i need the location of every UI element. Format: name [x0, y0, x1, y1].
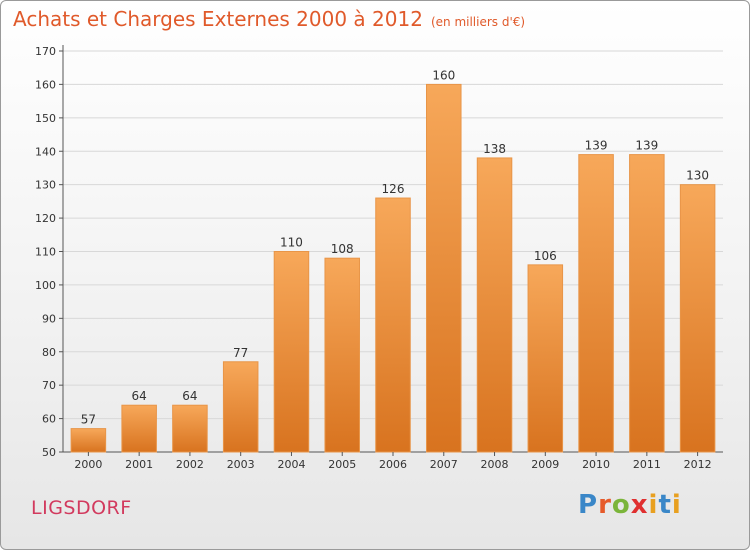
x-tick-label: 2012	[684, 458, 712, 471]
chart-title-text: Achats et Charges Externes 2000 à 2012	[13, 7, 423, 31]
bar	[476, 157, 513, 453]
y-tick-label: 120	[35, 212, 56, 225]
bar-value-label: 57	[81, 413, 96, 427]
bar	[578, 154, 614, 453]
x-tick-label: 2011	[633, 458, 661, 471]
logo-letter: t	[658, 490, 672, 520]
chart-unit: (en milliers d'€)	[430, 15, 526, 29]
y-tick-label: 80	[42, 346, 56, 359]
y-tick-label: 50	[42, 446, 56, 459]
bar	[324, 257, 360, 453]
bar-value-label: 138	[483, 142, 506, 156]
bar-value-label: 108	[331, 242, 354, 256]
y-tick-label: 130	[35, 179, 56, 192]
bar-value-label: 139	[635, 139, 658, 153]
bar	[70, 428, 107, 453]
x-tick-label: 2002	[176, 458, 204, 471]
y-tick-label: 60	[42, 413, 56, 426]
bar	[222, 361, 259, 453]
y-tick-label: 170	[35, 45, 56, 58]
logo-letter: x	[630, 490, 649, 520]
logo-letter: r	[598, 490, 612, 520]
logo-letter: i	[671, 490, 682, 520]
bar	[527, 264, 564, 453]
x-tick-label: 2000	[74, 458, 102, 471]
y-tick-label: 110	[35, 246, 56, 259]
bar-value-label: 106	[534, 249, 557, 263]
bar-value-label: 160	[432, 68, 455, 82]
bar-value-label: 110	[280, 236, 303, 250]
logo-letter: o	[611, 490, 631, 520]
bar-value-label: 139	[585, 139, 608, 153]
bar-value-label: 64	[132, 389, 147, 403]
proxiti-logo: Proxiti	[578, 490, 682, 520]
x-tick-label: 2006	[379, 458, 407, 471]
x-tick-label: 2004	[277, 458, 305, 471]
bar	[426, 83, 462, 453]
bar	[679, 184, 716, 453]
x-tick-label: 2001	[125, 458, 153, 471]
x-tick-label: 2003	[227, 458, 255, 471]
y-tick-label: 70	[42, 379, 56, 392]
bar-value-label: 130	[686, 169, 709, 183]
chart-title: Achats et Charges Externes 2000 à 2012 (e…	[13, 7, 525, 31]
logo-letter: i	[648, 490, 659, 520]
y-tick-label: 140	[35, 145, 56, 158]
bar	[629, 154, 665, 453]
logo-letter: P	[578, 490, 599, 520]
bar	[172, 404, 208, 453]
y-tick-label: 150	[35, 112, 56, 125]
x-tick-label: 2010	[582, 458, 610, 471]
y-tick-label: 160	[35, 78, 56, 91]
bar	[375, 197, 411, 453]
x-tick-label: 2005	[328, 458, 356, 471]
bar-value-label: 64	[182, 389, 197, 403]
bar-value-label: 126	[382, 182, 405, 196]
bar-value-label: 77	[233, 346, 248, 360]
y-tick-label: 100	[35, 279, 56, 292]
commune-name: LIGSDORF	[31, 497, 132, 519]
bar	[121, 404, 157, 453]
x-tick-label: 2008	[481, 458, 509, 471]
y-tick-label: 90	[42, 312, 56, 325]
x-tick-label: 2009	[531, 458, 559, 471]
bar	[273, 251, 310, 453]
x-tick-label: 2007	[430, 458, 458, 471]
